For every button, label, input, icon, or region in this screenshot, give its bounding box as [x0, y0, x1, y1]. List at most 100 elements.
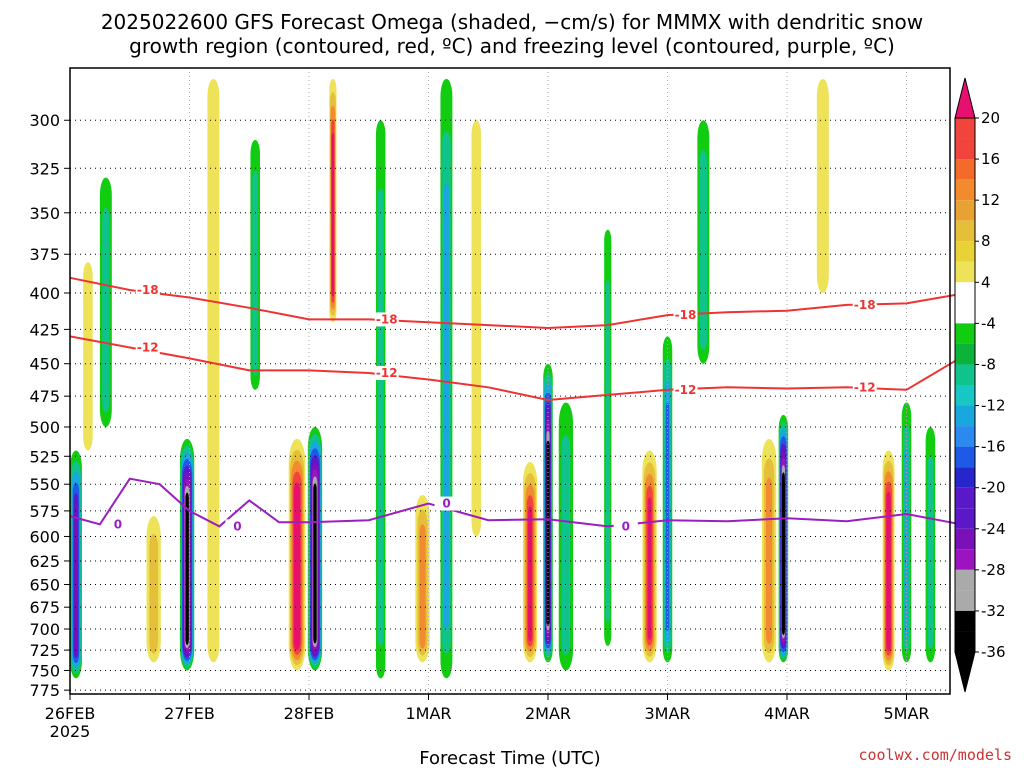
contour-label-bg--12-1 — [135, 340, 160, 355]
colorbar: 20 16 12 8 4 -4 -8 -12 -16 -20 -24 -28 -32 -36 — [954, 77, 1006, 693]
contour-label--12-5: -12 — [376, 366, 398, 380]
omega-band-15-8 — [546, 440, 550, 626]
contour-label--18-10: -18 — [675, 308, 697, 322]
y-tick-label-500: 500 — [29, 418, 60, 437]
omega-band-13-0 — [471, 120, 482, 537]
omega-band-24-5 — [887, 502, 891, 646]
colorbar-swatch-5b — [955, 343, 975, 365]
y-tick-label-725: 725 — [29, 641, 60, 660]
y-tick-label-325: 325 — [29, 159, 60, 178]
colorbar-swatch-0b — [955, 138, 975, 160]
y-tick-label-650: 650 — [29, 576, 60, 595]
contour-label-0-1: 0 — [114, 517, 122, 531]
y-tick-label-550: 550 — [29, 475, 60, 494]
y-tick-label-450: 450 — [29, 355, 60, 374]
colorbar-swatch-10b — [955, 549, 975, 570]
y-tick-label-575: 575 — [29, 502, 60, 521]
colorbar-swatch-1a — [955, 159, 975, 180]
x-tick-label-5MAR: 5MAR — [883, 704, 929, 723]
colorbar-label-9: -20 — [981, 479, 1006, 497]
y-tick-label-475: 475 — [29, 387, 60, 406]
colorbar-swatch-0a — [955, 118, 975, 139]
colorbar-swatch-6a — [955, 364, 975, 385]
omega-band-7-5 — [295, 493, 299, 645]
colorbar-swatch-3a — [955, 241, 975, 262]
colorbar-label-5: -4 — [981, 314, 996, 332]
contour-label-0-5: 0 — [233, 519, 241, 533]
colorbar-swatch-8b — [955, 467, 975, 488]
y-tick-label-775: 775 — [29, 681, 60, 700]
colorbar-label-3: 8 — [981, 232, 991, 250]
x-tick-label-1MAR: 1MAR — [405, 704, 451, 723]
contour-label--12-10: -12 — [675, 383, 697, 397]
x-tick-sublabel-2025: 2025 — [50, 722, 91, 741]
chart-title-line2: growth region (contoured, red, ºC) and f… — [129, 34, 895, 58]
colorbar-swatch-3b — [955, 261, 975, 283]
colorbar-label-4: 4 — [981, 273, 991, 291]
contour-label-0-13: 0 — [622, 519, 630, 533]
colorbar-swatch-4a — [955, 282, 975, 303]
colorbar-swatch-6b — [955, 385, 975, 406]
contour-label--12-1: -12 — [137, 340, 159, 354]
colorbar-label-2: 12 — [981, 191, 1000, 209]
colorbar-swatch-11a — [955, 569, 975, 591]
contour-label--18-13: -18 — [854, 298, 876, 312]
omega-band-22-9 — [781, 479, 785, 632]
y-tick-label-600: 600 — [29, 527, 60, 546]
y-tick-label-425: 425 — [29, 320, 60, 339]
x-tick-label-26FEB: 26FEB — [45, 704, 96, 723]
omega-band-12-2 — [443, 183, 449, 629]
contour-label-bg--12-13 — [852, 380, 877, 395]
omega-band-17-1 — [605, 280, 610, 622]
y-tick-label-375: 375 — [29, 245, 60, 264]
colorbar-label-0: 20 — [981, 109, 1000, 127]
colorbar-label-12: -32 — [981, 602, 1006, 620]
y-tick-label-300: 300 — [29, 111, 60, 130]
colorbar-swatch-7a — [955, 405, 975, 427]
chart-title-line1: 2025022600 GFS Forecast Omega (shaded, −… — [101, 10, 923, 34]
colorbar-label-6: -8 — [981, 355, 996, 373]
omega-band-4-9 — [185, 499, 189, 642]
x-tick-label-27FEB: 27FEB — [164, 704, 215, 723]
colorbar-swatch-5a — [955, 323, 975, 344]
colorbar-swatch-12b — [955, 631, 975, 652]
colorbar-frame — [954, 117, 976, 653]
omega-band-20-1 — [699, 149, 707, 350]
x-tick-label-2MAR: 2MAR — [525, 704, 571, 723]
colorbar-swatch-4b — [955, 302, 975, 324]
y-tick-label-700: 700 — [29, 620, 60, 639]
contour-line-0 — [69, 477, 967, 528]
omega-band-3-1 — [149, 533, 158, 654]
omega-band-8-9 — [313, 490, 317, 641]
contour-label-bg-0-13 — [613, 519, 638, 534]
colorbar-swatch-10a — [955, 528, 975, 550]
colorbar-label-1: 16 — [981, 150, 1000, 168]
grid-lines — [69, 68, 950, 694]
colorbar-swatch-2a — [955, 200, 975, 221]
pressure-axis: 300 325 350 375 400 425 450 475 500 525 550 575 600 6… — [29, 111, 70, 700]
x-axis-label: Forecast Time (UTC) — [419, 748, 600, 768]
contour-label-bg--18-13 — [852, 297, 877, 312]
plot-frame — [69, 67, 951, 695]
colorbar-swatch-8a — [955, 446, 975, 468]
colorbar-label-8: -16 — [981, 438, 1006, 456]
omega-band-0-5 — [74, 503, 78, 653]
contour-line--12 — [69, 335, 967, 402]
contour-label-bg-0-1 — [105, 517, 130, 532]
contour-label-bg-0-10 — [434, 496, 459, 511]
contour-label--18-5: -18 — [376, 312, 398, 326]
colorbar-swatch-12a — [955, 610, 975, 632]
colorbar-swatch-2b — [955, 220, 975, 242]
contour-label--12-13: -12 — [854, 380, 876, 394]
colorbar-label-11: -28 — [981, 561, 1006, 579]
colorbar-bottom-arrow — [954, 651, 976, 693]
y-tick-label-625: 625 — [29, 552, 60, 571]
y-tick-label-750: 750 — [29, 661, 60, 680]
omega-band-16-1 — [561, 435, 571, 655]
y-tick-label-525: 525 — [29, 447, 60, 466]
omega-band-11-2 — [419, 524, 426, 649]
credit-link[interactable]: coolwx.com/models — [858, 746, 1012, 764]
omega-band-10-1 — [377, 188, 384, 647]
